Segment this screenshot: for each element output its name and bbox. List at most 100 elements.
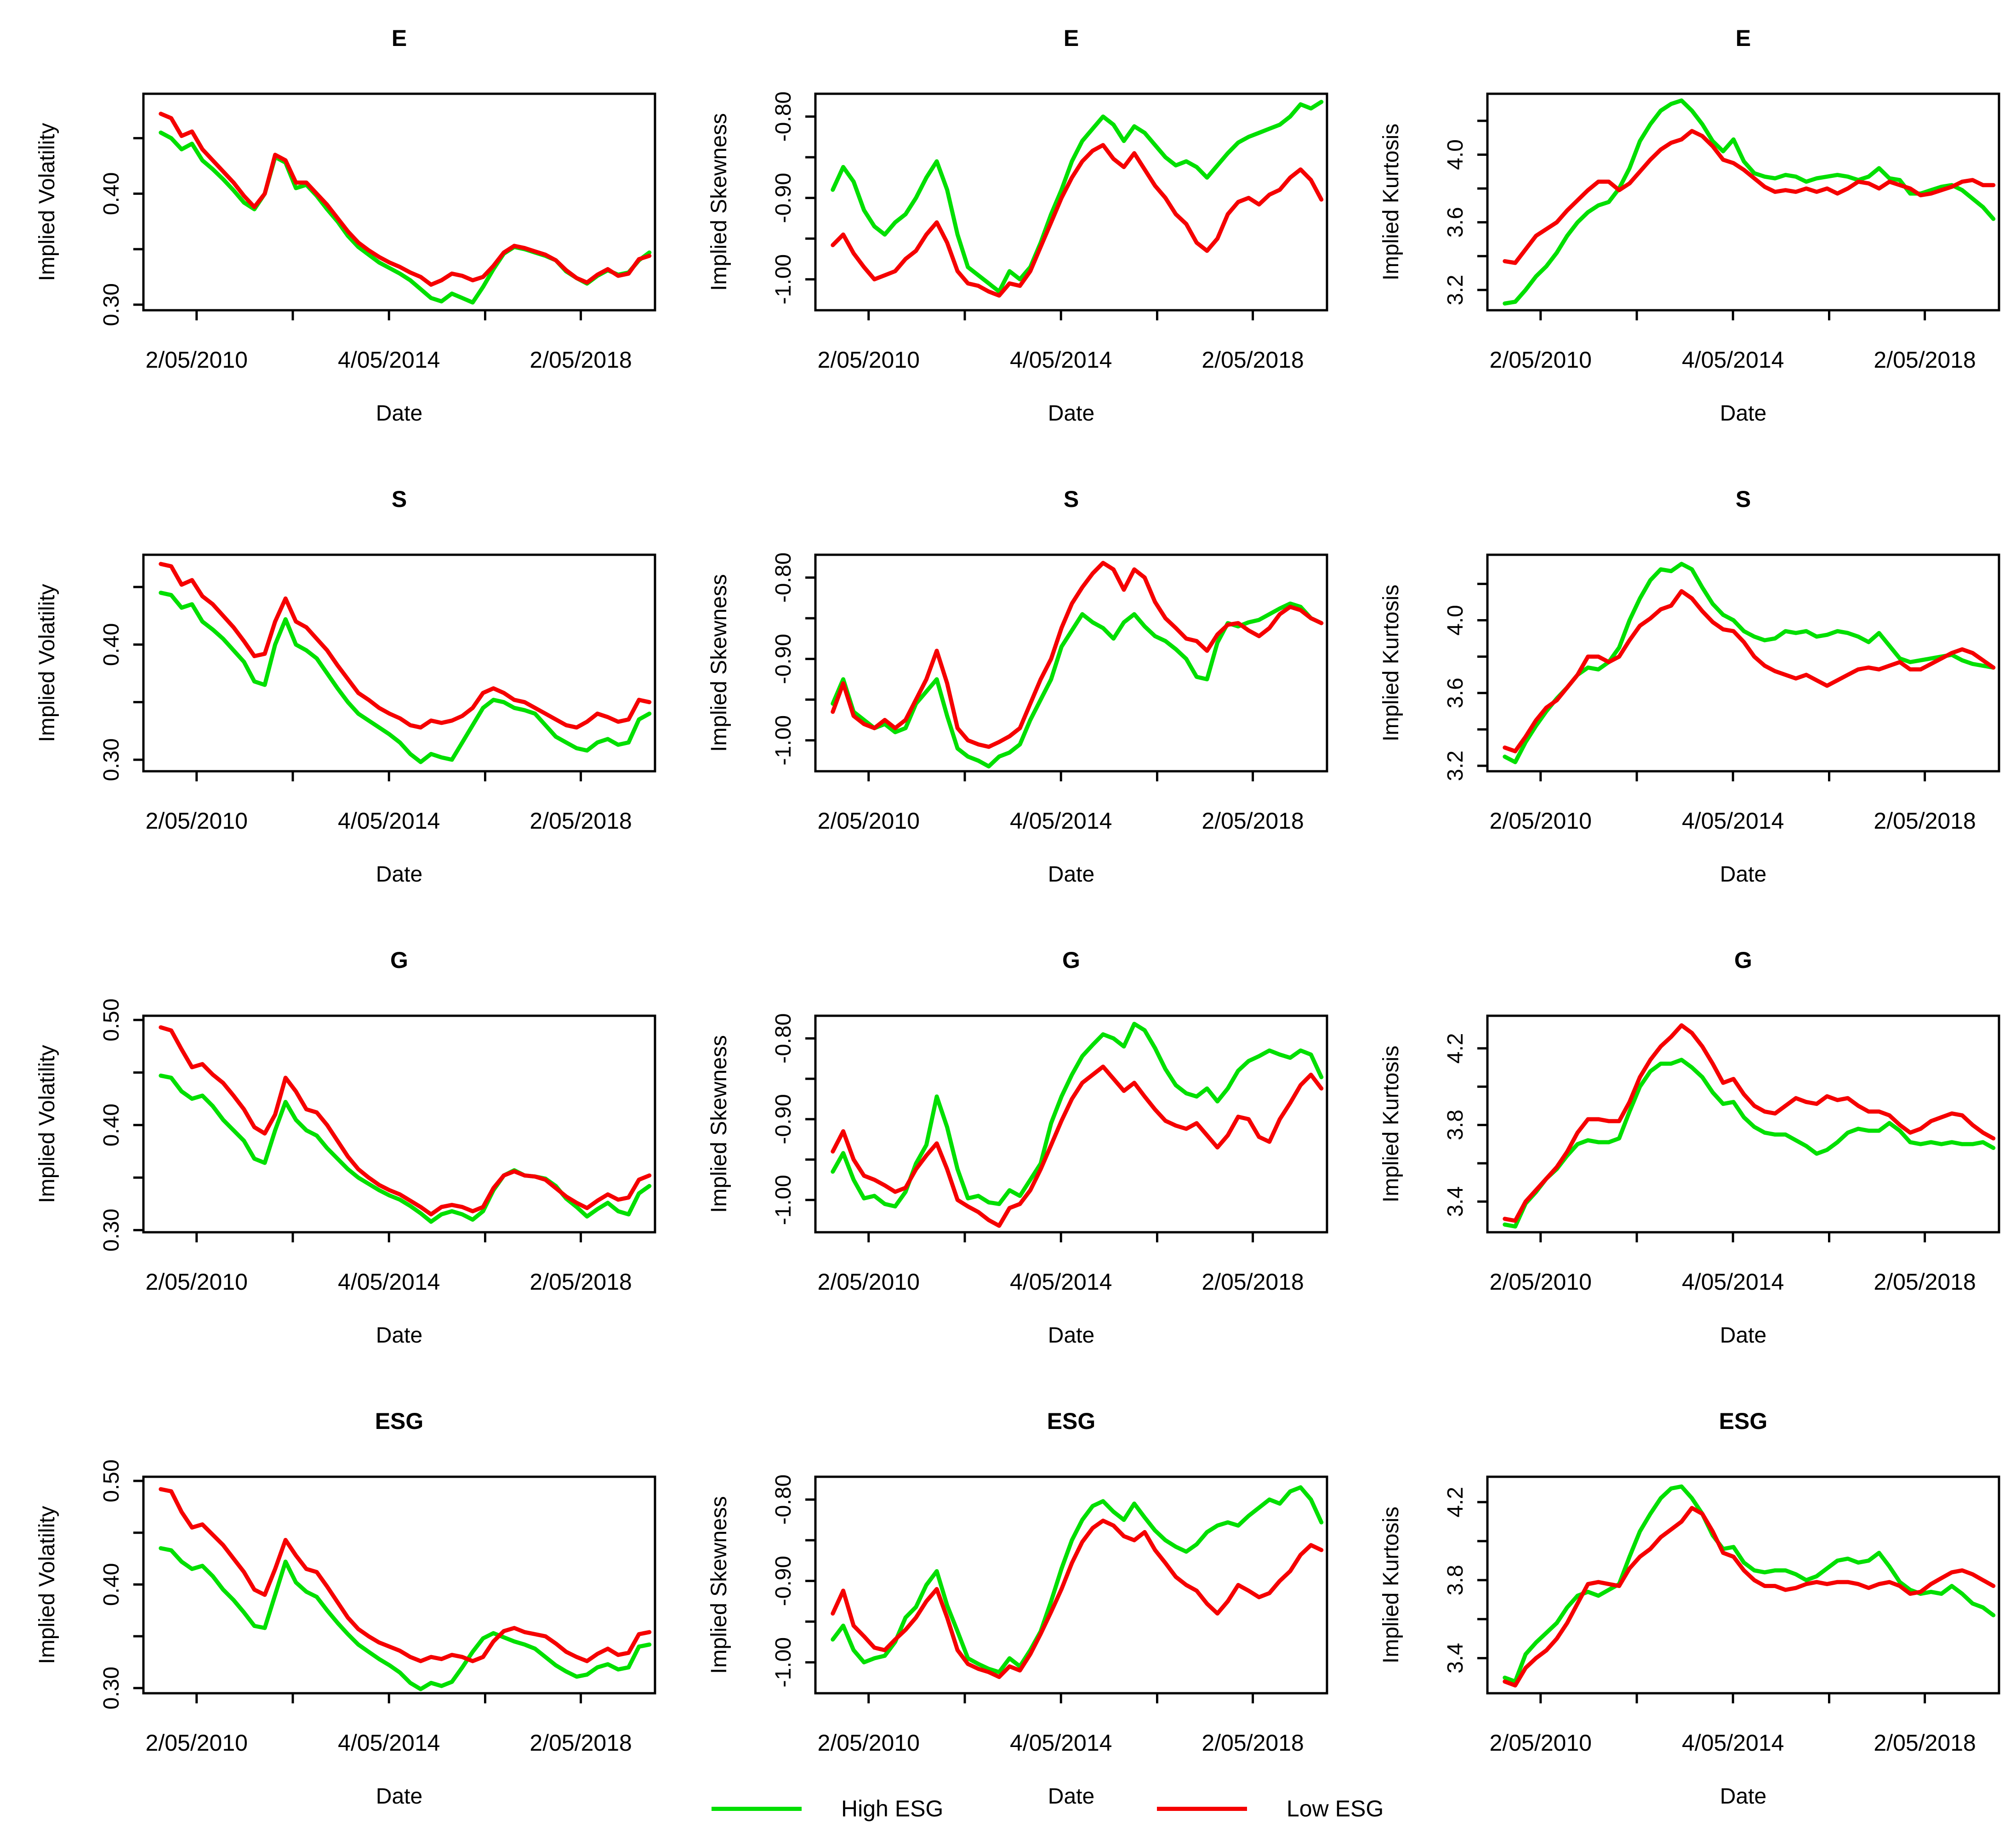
x-tick-label: 2/05/2010 [146,347,248,373]
x-tick-label: 2/05/2018 [530,347,632,373]
x-tick-label: 4/05/2014 [1682,808,1784,834]
series-high-esg-line [831,100,1324,294]
x-axis-label: Date [1720,862,1766,887]
y-tick-label: -0.80 [771,91,796,142]
y-axis-label: Implied Volatility [35,1045,59,1203]
chart-canvas: S 0.30 0.40 2/05/2010 4/05/2014 2/05/2018 Date… [35,486,656,887]
x-tick-label: 2/05/2018 [1874,808,1976,834]
series-low-esg-line [159,562,652,730]
y-tick-label: 3.6 [1443,677,1468,708]
x-axis-label: Date [1048,1323,1094,1348]
y-tick-label: -0.90 [771,1556,796,1606]
plot-box [1486,1014,2000,1234]
plot-box [142,92,656,312]
y-axis-label: Implied Volatility [35,584,59,742]
series-low-esg-line [159,112,652,287]
chart-panel-esg-implied-volatility: ESG 0.30 0.40 0.50 2/05/2010 4/05/2014 2/05/20… [0,1383,672,1844]
y-tick-label: 0.40 [99,1104,124,1146]
y-tick-label: -0.80 [771,552,796,603]
series-low-esg-line [159,1025,652,1217]
series-low-esg-line [831,143,1324,298]
y-tick-label: 0.50 [99,998,124,1041]
y-axis-label: Implied Kurtosis [1379,124,1403,280]
chart-title: G [390,947,408,973]
y-tick-label: -0.90 [771,1094,796,1144]
y-tick-label: 0.30 [99,1667,124,1709]
y-tick-label: 3.2 [1443,751,1468,781]
x-tick-label: 4/05/2014 [338,1730,440,1756]
x-tick-label: 2/05/2018 [530,808,632,834]
x-tick-label: 2/05/2010 [146,1730,248,1756]
chart-canvas: ESG 3.4 3.8 4.2 2/05/2010 4/05/2014 2/05/2018 D… [1379,1408,2000,1809]
chart-canvas: E -1.00 -0.90 -0.80 2/05/2010 4/05/2014 2/05/2… [707,25,1328,426]
y-axis-label: Implied Kurtosis [1379,1507,1403,1663]
y-tick-label: 0.40 [99,623,124,666]
chart-panel-g-implied-skewness: G -1.00 -0.90 -0.80 2/05/2010 4/05/2014 2/05/2… [672,922,1344,1383]
x-tick-label: 4/05/2014 [338,1269,440,1295]
chart-panel-e-implied-volatility: E 0.30 0.40 2/05/2010 4/05/2014 2/05/2018 Date… [0,0,672,461]
x-tick-label: 2/05/2018 [1202,347,1304,373]
chart-title: E [1736,25,1751,51]
x-tick-label: 2/05/2010 [818,1269,920,1295]
plot-box [814,92,1328,312]
chart-title: ESG [1719,1408,1768,1434]
x-tick-label: 2/05/2010 [1490,347,1592,373]
legend: High ESG Low ESG [0,1788,2016,1829]
x-tick-label: 4/05/2014 [338,808,440,834]
y-tick-label: 3.4 [1443,1186,1468,1217]
chart-title: E [392,25,407,51]
x-tick-label: 4/05/2014 [1010,808,1112,834]
series-high-esg-line [831,1022,1324,1209]
chart-title: S [392,486,407,512]
y-tick-label: -1.00 [771,715,796,765]
y-tick-label: -1.00 [771,254,796,304]
x-tick-label: 4/05/2014 [338,347,440,373]
x-tick-label: 4/05/2014 [1010,1730,1112,1756]
plot-box [1486,1475,2000,1695]
chart-canvas: G -1.00 -0.90 -0.80 2/05/2010 4/05/2014 2/05/2… [707,947,1328,1348]
chart-title: ESG [1047,1408,1096,1434]
x-axis-label: Date [1720,1323,1766,1348]
series-low-esg-line [831,1064,1324,1228]
legend-label-high-esg: High ESG [841,1796,944,1821]
legend-swatch-high-esg [712,1806,802,1811]
x-tick-label: 2/05/2018 [530,1269,632,1295]
series-high-esg-line [159,591,652,764]
x-tick-label: 2/05/2010 [1490,808,1592,834]
x-tick-label: 2/05/2010 [1490,1730,1592,1756]
series-high-esg-line [1503,98,1996,306]
plot-box [814,1475,1328,1695]
x-tick-label: 4/05/2014 [1010,1269,1112,1295]
chart-canvas: S -1.00 -0.90 -0.80 2/05/2010 4/05/2014 2/05/2… [707,486,1328,887]
chart-panel-esg-implied-skewness: ESG -1.00 -0.90 -0.80 2/05/2010 4/05/2014 2/05… [672,1383,1344,1844]
x-tick-label: 2/05/2018 [1202,808,1304,834]
x-axis-label: Date [376,862,422,887]
chart-panel-s-implied-volatility: S 0.30 0.40 2/05/2010 4/05/2014 2/05/2018 Date… [0,461,672,922]
series-low-esg-line [1503,1506,1996,1688]
x-tick-label: 2/05/2018 [530,1730,632,1756]
chart-title: S [1736,486,1751,512]
plot-box [142,553,656,773]
y-axis-label: Implied Volatility [35,1506,59,1664]
plot-box [1486,92,2000,312]
chart-title: S [1064,486,1079,512]
y-tick-label: 0.40 [99,172,124,215]
x-axis-label: Date [1720,401,1766,426]
x-axis-label: Date [376,1323,422,1348]
y-tick-label: 0.50 [99,1459,124,1502]
y-tick-label: 4.2 [1443,1033,1468,1064]
y-tick-label: -1.00 [771,1637,796,1687]
x-tick-label: 2/05/2010 [818,1730,920,1756]
y-axis-label: Implied Volatility [35,123,59,281]
chart-title: E [1064,25,1079,51]
chart-canvas: G 3.4 3.8 4.2 2/05/2010 4/05/2014 2/05/2018 Dat… [1379,947,2000,1348]
x-axis-label: Date [1048,1784,1094,1809]
plot-box [814,553,1328,773]
x-tick-label: 2/05/2010 [1490,1269,1592,1295]
legend-item-high-esg: High ESG [712,1788,943,1829]
x-tick-label: 4/05/2014 [1682,347,1784,373]
chart-panel-e-implied-kurtosis: E 3.2 3.6 4.0 2/05/2010 4/05/2014 2/05/2018 Dat… [1344,0,2016,461]
y-tick-label: 3.6 [1443,207,1468,238]
chart-title: G [1062,947,1080,973]
